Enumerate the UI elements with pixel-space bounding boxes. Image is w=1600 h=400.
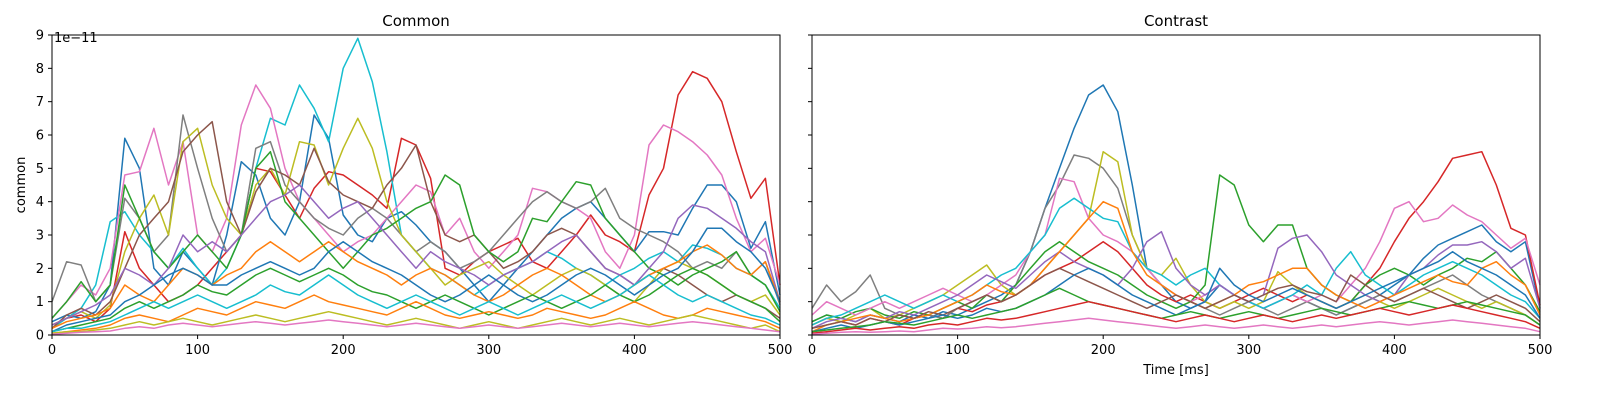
x-tick-label: 400: [622, 343, 647, 358]
x-tick-label: 100: [945, 343, 970, 358]
y-tick-label: 3: [36, 229, 44, 244]
series-line-0: [51, 70, 781, 326]
x-tick-label: 300: [476, 343, 501, 358]
y-scale-label: 1e−11: [54, 31, 98, 46]
series-line-9: [811, 267, 1541, 330]
chart-panel-common: Common common 1e−11 0 100 200 300 400 500 0 1 2 3…: [14, 12, 792, 358]
plot-frame: [811, 34, 1541, 336]
series-line-15: [51, 319, 781, 336]
x-tick-label: 400: [1382, 343, 1407, 358]
x-axis-label: Time [ms]: [1142, 363, 1209, 378]
plot-frame: [51, 34, 781, 336]
x-tick-label: 0: [808, 343, 816, 358]
chart-title: Common: [382, 12, 450, 30]
series-line-13: [51, 294, 781, 335]
x-tick-label: 500: [1528, 343, 1553, 358]
x-tick-label: 200: [331, 343, 356, 358]
series-line-14: [51, 310, 781, 335]
series-line-4: [811, 174, 1541, 323]
series-line-5: [51, 117, 781, 326]
x-tick-label: 300: [1236, 343, 1261, 358]
y-tick-label: 7: [36, 95, 44, 110]
series-line-2: [811, 154, 1541, 326]
series-line-6: [811, 197, 1541, 326]
series-line-12: [811, 300, 1541, 335]
axis-ticks: 0 100 200 300 400 500 0 1 2 3 4 5 6 7 8 9: [36, 29, 793, 359]
y-tick-label: 0: [36, 329, 44, 344]
series-line-8: [51, 184, 781, 326]
series-line-1: [51, 114, 781, 323]
series-line-12: [51, 274, 781, 333]
x-tick-label: 100: [185, 343, 210, 358]
series-group: [51, 37, 781, 336]
series-group: [811, 84, 1541, 336]
axis-ticks: 0 100 200 300 400 500: [808, 34, 1553, 358]
y-tick-label: 2: [36, 262, 44, 277]
series-line-9: [51, 240, 781, 329]
series-line-10: [51, 227, 781, 333]
series-line-7: [51, 150, 781, 319]
series-line-11: [811, 287, 1541, 333]
y-tick-label: 1: [36, 295, 44, 310]
chart-title: Contrast: [1144, 12, 1208, 30]
y-tick-label: 4: [36, 195, 44, 210]
y-tick-label: 6: [36, 129, 44, 144]
series-line-0: [811, 84, 1541, 323]
series-line-3: [51, 84, 781, 319]
chart-panel-contrast: Contrast Time [ms] 0 100 200 300 400 500: [808, 12, 1553, 378]
y-tick-label: 8: [36, 62, 44, 77]
y-tick-label: 9: [36, 29, 44, 44]
series-line-13: [811, 317, 1541, 336]
series-line-11: [51, 267, 781, 333]
x-tick-label: 200: [1091, 343, 1116, 358]
y-axis-label: common: [14, 157, 29, 214]
x-tick-label: 0: [48, 343, 56, 358]
x-tick-label: 500: [768, 343, 793, 358]
y-tick-label: 5: [36, 162, 44, 177]
